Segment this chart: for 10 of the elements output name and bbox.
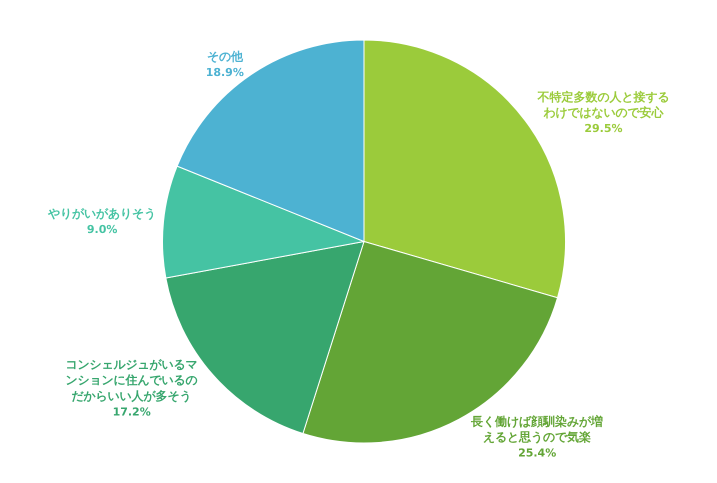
data-label: 29.5% [584,122,623,135]
slice-label: コンシェルジュがいるマンションに住んでいるのだからいい人が多そう [66,358,198,403]
data-label: 25.4% [518,446,556,460]
slice-label: 長く働けば顔馴染みが増えると思うので気楽 [470,414,604,444]
data-label: 17.2% [112,405,151,418]
data-label: 9.0% [86,222,118,236]
data-label: 18.9% [206,66,244,80]
slice-label: 不特定多数の人と接するわけではないので安心 [536,90,670,120]
slice-label: その他 [206,50,244,64]
slice-label: やりがいがありそう [47,206,156,220]
